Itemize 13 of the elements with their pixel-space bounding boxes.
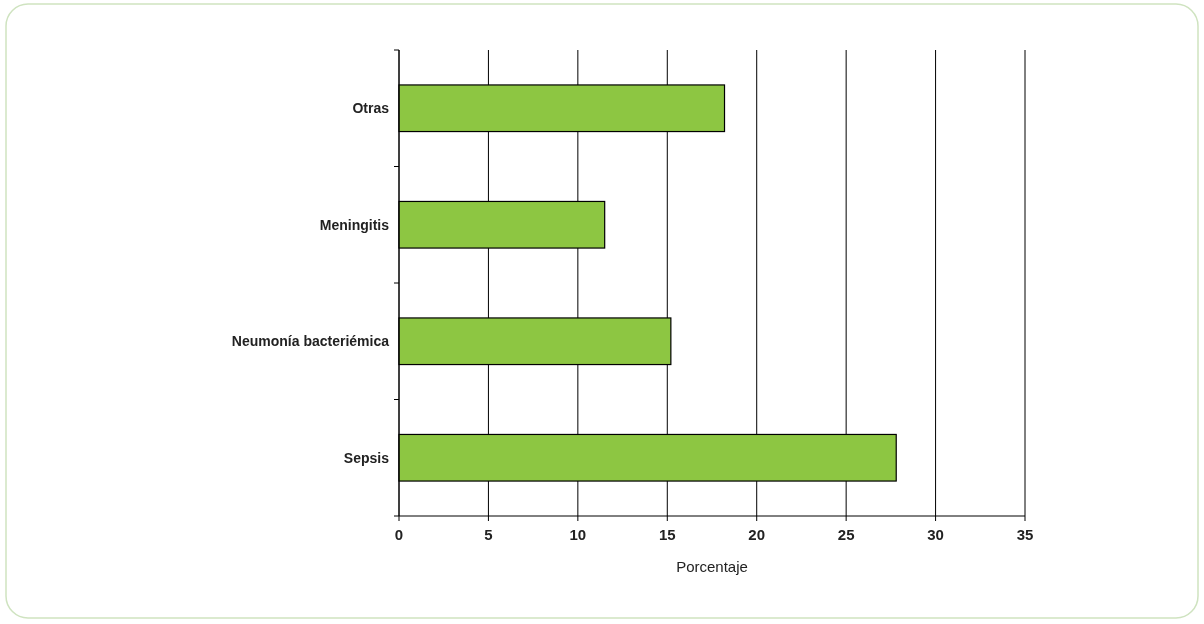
x-tick-label: 10 — [569, 526, 587, 543]
y-tick-label: Otras — [352, 100, 390, 117]
x-tick-label: 35 — [1016, 526, 1034, 543]
x-tick-label: 5 — [484, 526, 493, 543]
y-tick-label: Meningitis — [319, 216, 390, 233]
x-tick-label: 20 — [748, 526, 766, 543]
x-tick-label: 30 — [927, 526, 944, 543]
y-tick-label: Sepsis — [343, 449, 390, 466]
x-tick-label: 0 — [394, 526, 404, 543]
x-tick-label: 15 — [658, 526, 676, 543]
y-tick-label: Neumonía bacteriémica — [231, 333, 390, 350]
x-axis-title: Porcentaje — [676, 558, 748, 575]
x-tick-label: 25 — [837, 526, 855, 543]
